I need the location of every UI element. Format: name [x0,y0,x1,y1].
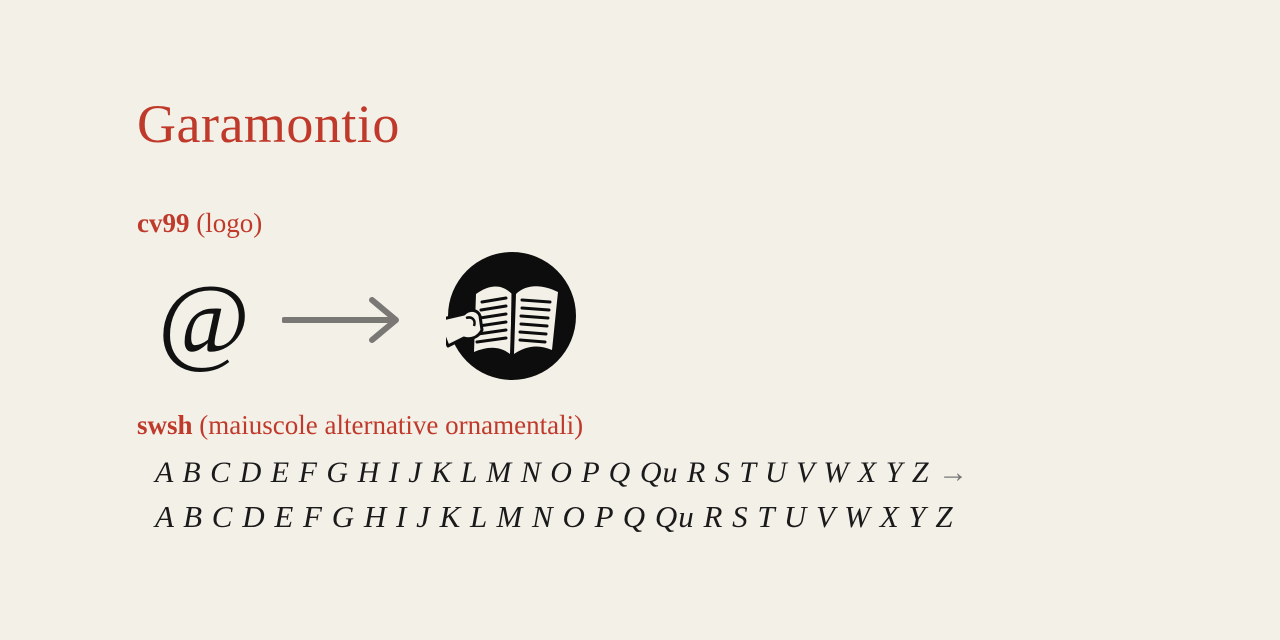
alphabet-standard-row: A B C D E F G H I J K L M N O P Q Qu R S… [155,453,969,493]
open-book-hand-logo-icon [446,252,576,380]
alphabet-arrow: → [929,456,970,489]
swsh-tag: swsh [137,410,193,440]
cv99-tag: cv99 [137,208,190,238]
page-title: Garamontio [137,94,400,154]
cv99-description: (logo) [196,208,263,238]
alphabet-standard-letters: A B C D E F G H I J K L M N O P Q Qu R S… [155,456,930,489]
at-glyph: @ [158,264,251,375]
alphabet-swash-row: A B C D E F G H I J K L M N O P Q Qu R S… [155,499,954,534]
cv99-feature-label: cv99 (logo) [137,206,262,240]
right-arrow-icon [282,297,399,343]
cv99-demo: @ [150,252,610,386]
swsh-description: (maiuscole alternative ornamentali) [199,410,584,440]
swsh-feature-label: swsh (maiuscole alternative ornamentali) [137,408,583,442]
